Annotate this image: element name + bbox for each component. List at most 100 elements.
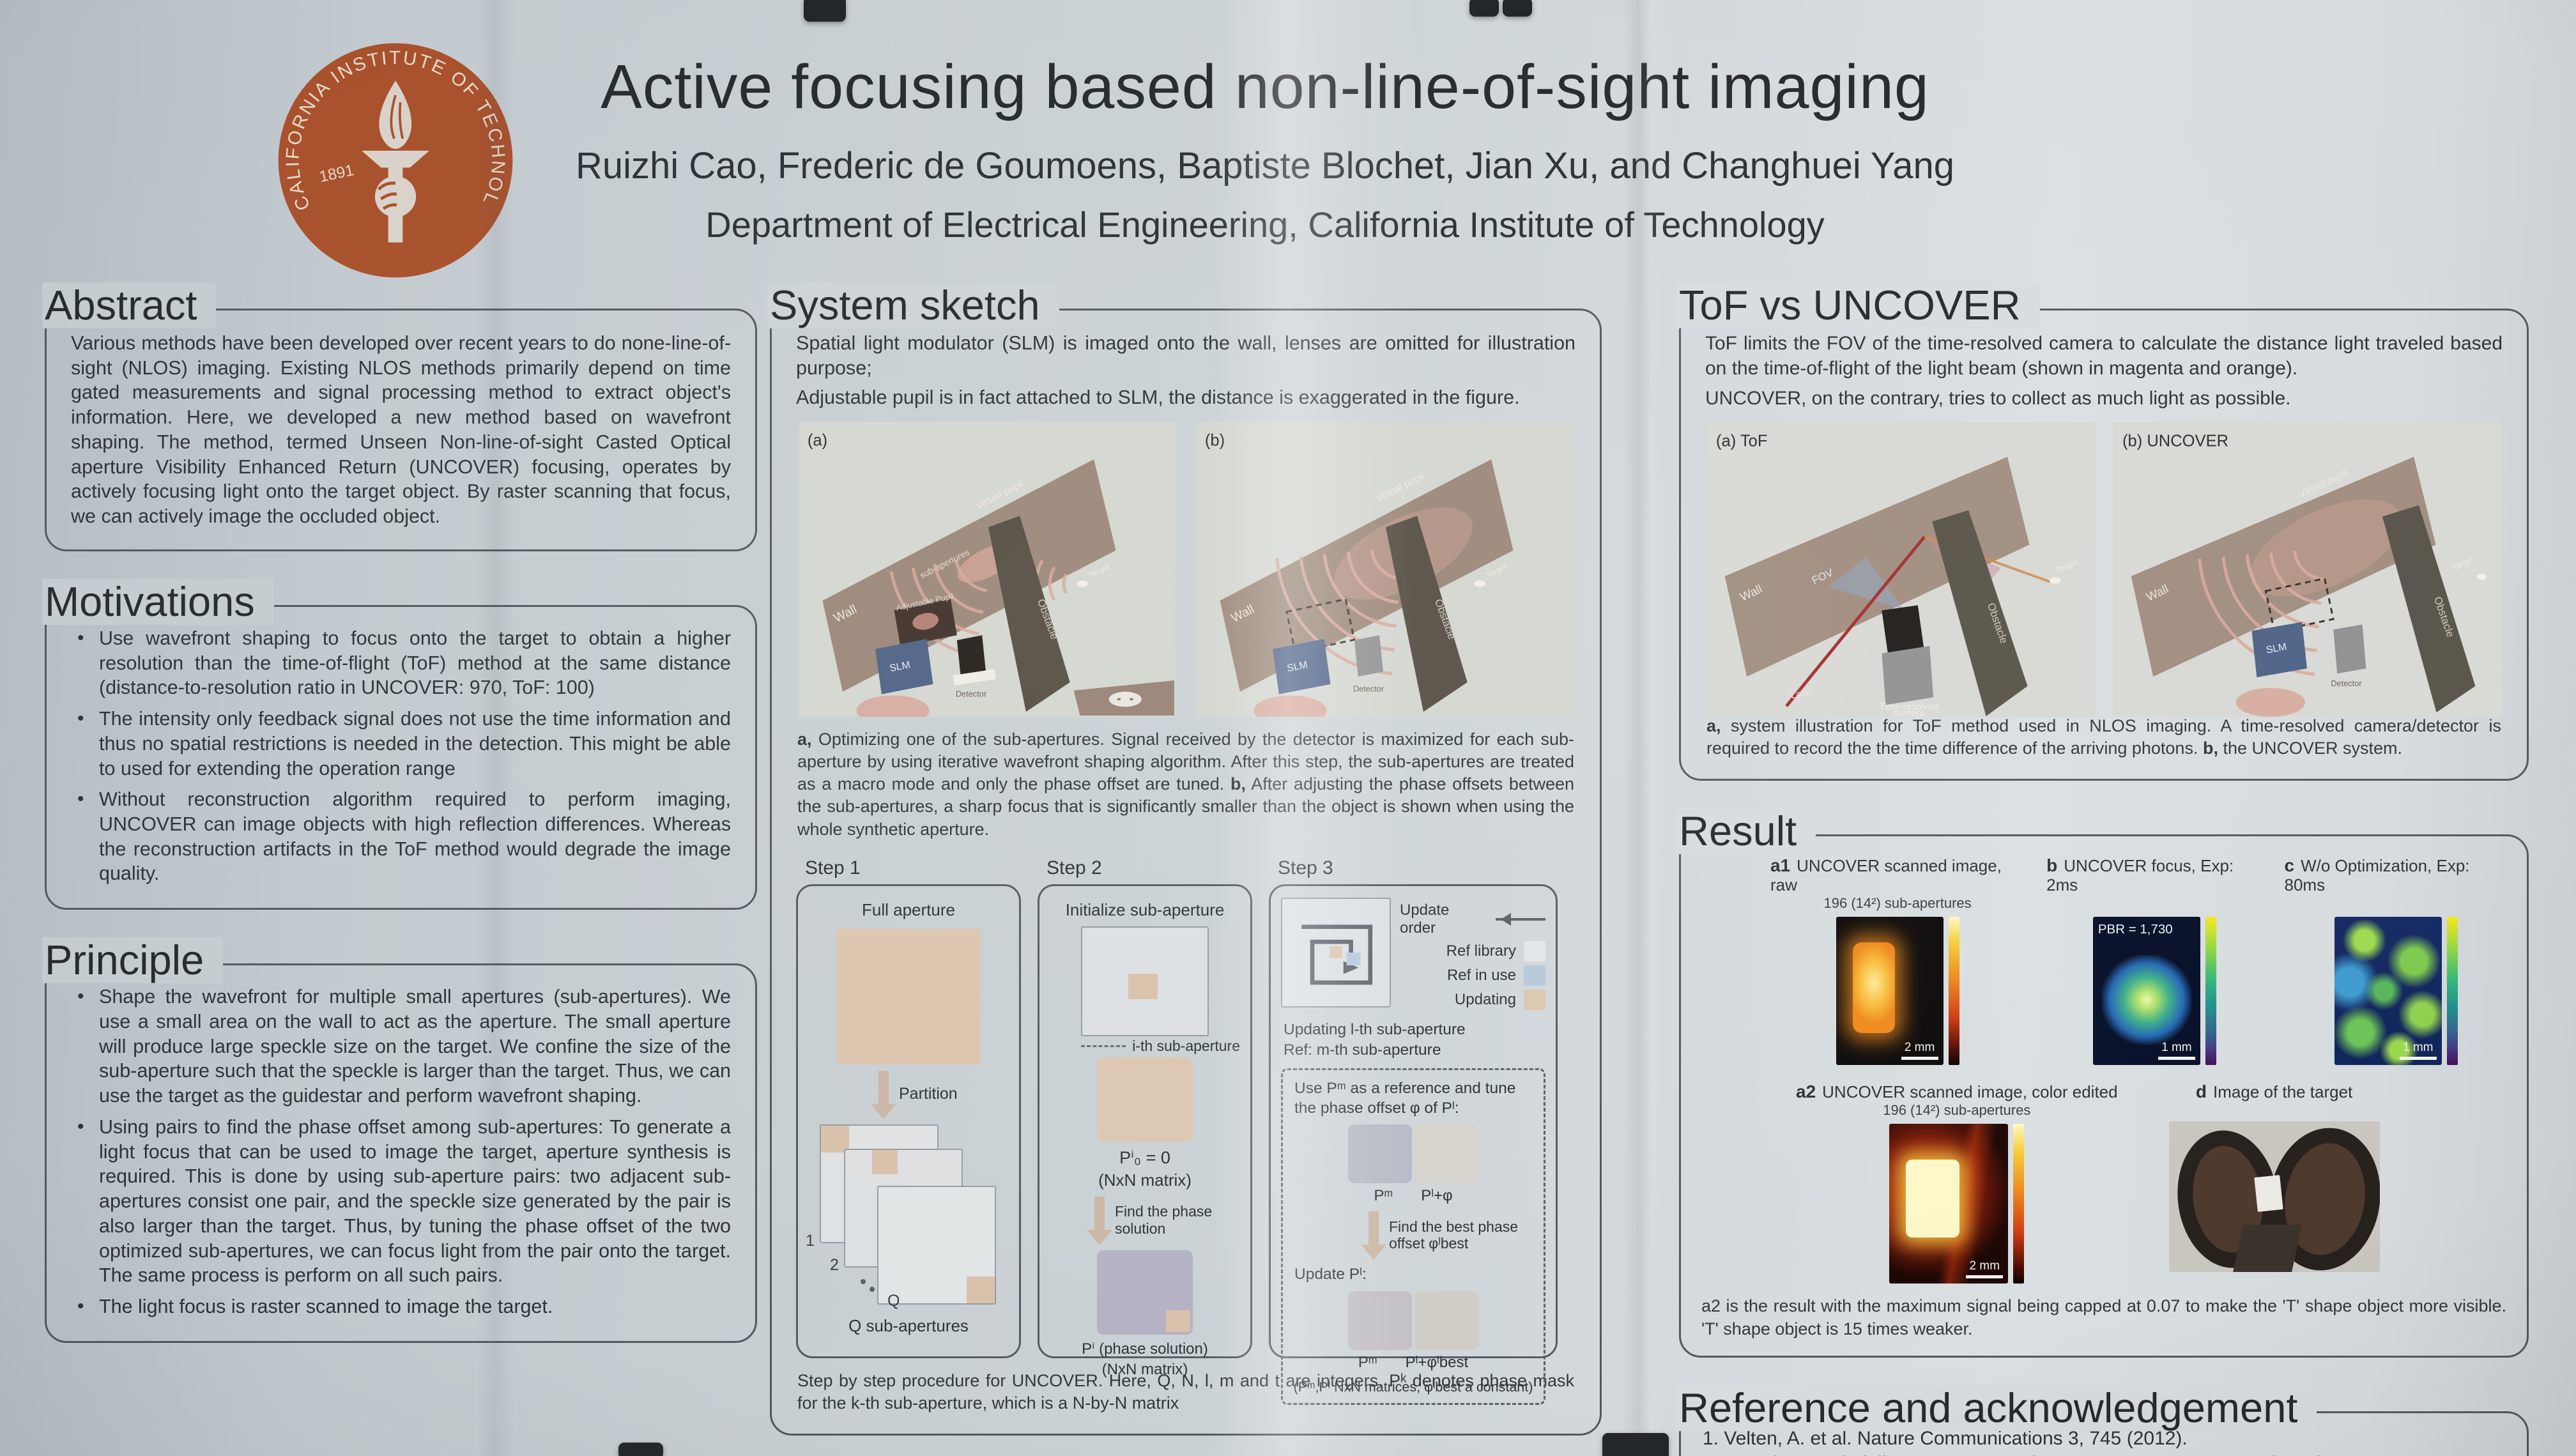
updating-line-2: Ref: m-th sub-aperture (1284, 1041, 1441, 1059)
slm-label: SLM (2266, 641, 2288, 656)
colorbar-viridis (2205, 917, 2216, 1066)
result-c-title: W/o Optimization, Exp: 80ms (2284, 856, 2470, 895)
motivations-heading: Motivations (42, 578, 274, 625)
binder-clip (1469, 0, 1499, 17)
section-principle: Principle Shape the wavefront for multip… (42, 937, 757, 1343)
right-column: ToF vs UNCOVER ToF limits the FOV of the… (1676, 282, 2529, 1456)
middle-column: System sketch Spatial light modulator (S… (767, 282, 1602, 1456)
result-d-title: Image of the target (2213, 1082, 2353, 1102)
result-panel-a2: a2 UNCOVER scanned image, color edited 19… (1796, 1082, 2118, 1284)
step-3-label: Step 3 (1278, 857, 1333, 878)
capped-signal-shape (1906, 1160, 1960, 1238)
result-a1-title: UNCOVER scanned image, raw (1770, 856, 2002, 895)
camera-label-2: camera (1893, 709, 1925, 717)
pbr-value: PBR = 1,730 (2097, 922, 2173, 937)
reference-item: 2. O'Toole, M., Lindell, D. B. & Wetzste… (1703, 1451, 2505, 1456)
pl-phi-square (1414, 1124, 1478, 1184)
left-column: Abstract Various methods have been devel… (42, 282, 757, 1372)
result-a2-title: UNCOVER scanned image, color edited (1822, 1082, 2118, 1102)
abstract-body: Various methods have been developed over… (71, 332, 731, 528)
uncover-figure: Wall Virtual pupil Obstacle SLM Detector… (2112, 422, 2502, 717)
section-abstract: Abstract Various methods have been devel… (42, 282, 757, 551)
binder-clip (618, 1443, 663, 1456)
phase-solution-label: Pⁱ (phase solution) (1082, 1340, 1208, 1358)
ellipsis-dots (861, 1278, 866, 1284)
section-motivations: Motivations Use wavefront shaping to foc… (42, 578, 757, 910)
down-arrow-icon (878, 1070, 889, 1104)
sub-aperture-stack: 1 2 Q (806, 1124, 1001, 1314)
section-result: Result a1 UNCOVER scanned image, raw 196 … (1676, 808, 2529, 1358)
ith-sub-aperture-label: i-th sub-aperture (1132, 1037, 1240, 1054)
result-image-a2: 2 mm (1889, 1124, 2009, 1284)
references-heading: Reference and acknowledgement (1676, 1384, 2317, 1431)
figure-a-tof-label: (a) ToF (1716, 432, 1767, 450)
motivation-item: Without reconstruction algorithm require… (77, 787, 731, 886)
result-panel-a1: a1 UNCOVER scanned image, raw 196 (14²) s… (1770, 855, 2025, 1066)
section-references: Reference and acknowledgement 1. Velten,… (1676, 1384, 2529, 1456)
principle-heading: Principle (42, 937, 224, 984)
system-sketch-figure-a: Wall Virtual pupil sub-apertures Obstacl… (799, 422, 1176, 717)
left-arrow-icon (1496, 912, 1545, 926)
result-image-a1: 2 mm (1836, 917, 1943, 1066)
principle-item: The light focus is raster scanned to ima… (77, 1294, 731, 1319)
uncover-procedure-diagram: Step 1 Full aperture Partition 1 2 (796, 857, 1575, 1405)
binder-clip (804, 0, 846, 22)
motivation-item: The intensity only feedback signal does … (77, 707, 731, 781)
result-panel-b: b UNCOVER focus, Exp: 2ms PBR = 1,730 1 m… (2046, 855, 2262, 1066)
section-tof-vs-uncover: ToF vs UNCOVER ToF limits the FOV of the… (1676, 282, 2529, 781)
system-sketch-caption: a, Optimizing one of the sub-apertures. … (797, 730, 1574, 839)
step-3: Step 3 (1269, 857, 1558, 1405)
updating-label: Updating (1454, 990, 1516, 1008)
poster-affiliation: Department of Electrical Engineering, Ca… (705, 204, 1825, 245)
white-target-square (2253, 1175, 2283, 1213)
result-b-title: UNCOVER focus, Exp: 2ms (2046, 856, 2234, 895)
matrices-note: (Pᵐ,Pˡ NxN matrices, φˡbest a constant) (1293, 1379, 1533, 1395)
detector-label: Detector (1353, 684, 1384, 694)
tof-paragraph: ToF limits the FOV of the time-resolved … (1705, 333, 2503, 379)
poster-authors: Ruizhi Cao, Frederic de Goumoens, Baptis… (575, 145, 1955, 187)
initialize-sub-aperture-label: Initialize sub-aperture (1065, 900, 1225, 919)
system-sketch-intro-2: Adjustable pupil is in fact attached to … (796, 387, 1520, 409)
colorbar-viridis (2446, 917, 2458, 1066)
system-sketch-heading: System sketch (767, 282, 1059, 328)
step-2-label: Step 2 (1046, 857, 1102, 878)
figure-b-label: (b) (1205, 432, 1225, 450)
update-order-spiral-icon (1301, 924, 1373, 985)
step-1: Step 1 Full aperture Partition 1 2 (796, 857, 1021, 1358)
ref-in-use-chip (1524, 965, 1545, 986)
focus-spot (2101, 955, 2191, 1045)
scalebar-icon (2158, 1057, 2195, 1061)
section-system-sketch: System sketch Spatial light modulator (S… (767, 282, 1602, 1436)
step3-legend: Update order Ref library Ref in use Upda… (1400, 898, 1545, 1014)
step-1-label: Step 1 (805, 857, 861, 878)
result-a1-subtitle: 196 (14²) sub-apertures (1823, 895, 1972, 912)
updating-chip (1524, 989, 1545, 1010)
tof-figure: Wall FOV Obstacle Time-resolved camera L… (1706, 422, 2096, 717)
scalebar-icon (1966, 1275, 2004, 1279)
aperture-outline-square (1081, 926, 1209, 1036)
uncover-paragraph: UNCOVER, on the contrary, tries to colle… (1705, 388, 2291, 409)
figure-b-uncover-label: (b) UNCOVER (2122, 432, 2228, 450)
detector-label: Detector (2331, 678, 2362, 688)
scalebar-label: 1 mm (2403, 1041, 2434, 1055)
result-panel-d: d Image of the target (2168, 1082, 2380, 1284)
slm-label: SLM (1286, 659, 1308, 674)
matrix-note-label: (NxN matrix) (1101, 1360, 1188, 1378)
scalebar-label: 1 mm (2161, 1041, 2192, 1055)
pm-square (1348, 1124, 1412, 1184)
camera-label: Time-resolved (1880, 702, 1939, 712)
result-image-b: PBR = 1,730 1 mm (2092, 917, 2200, 1066)
poster-header: CALIFORNIA INSTITUTE OF TECHNOLOGY 1891 … (0, 26, 2576, 281)
scalebar-label: 2 mm (1904, 1041, 1935, 1055)
result-caption: a2 is the result with the maximum signal… (1701, 1296, 2506, 1338)
phase-tuning-box: Use Pᵐ as a reference and tune the phase… (1281, 1068, 1545, 1405)
matrix-note-label: (NxN matrix) (1098, 1170, 1192, 1190)
down-arrow-icon (1368, 1211, 1379, 1245)
partition-label: Partition (899, 1085, 958, 1103)
update-order-diagram (1281, 897, 1391, 1008)
update-pl-label: Update Pˡ: (1294, 1266, 1367, 1284)
ref-library-label: Ref library (1446, 942, 1516, 960)
find-phase-solution-label: Find the phase solution (1115, 1203, 1213, 1237)
callout-dash-icon (1081, 1045, 1126, 1047)
